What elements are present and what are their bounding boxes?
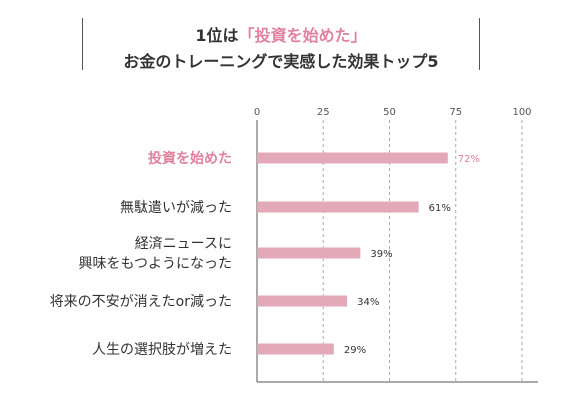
x-tick-label: 25 — [317, 107, 330, 118]
category-label: 経済ニュースに興味をもつようになった — [79, 236, 232, 272]
title-left-rule — [82, 18, 83, 70]
bar — [257, 201, 419, 213]
title-highlight: 「投資を始めた」 — [238, 26, 367, 45]
category-label: 将来の不安が消えたor減った — [50, 293, 232, 310]
x-tick-label: 75 — [449, 107, 462, 118]
value-label: 61% — [429, 203, 451, 214]
category-label: 投資を始めた — [148, 150, 232, 167]
bar — [257, 152, 448, 164]
value-label: 29% — [344, 345, 366, 356]
chart-title-line-1: 1位は「投資を始めた」 — [82, 22, 480, 46]
title-prefix: 1位は — [195, 26, 239, 45]
x-tick-label: 50 — [383, 107, 396, 118]
value-label: 72% — [458, 154, 480, 165]
chart-title-line-2: お金のトレーニングで実感した効果トップ5 — [123, 52, 439, 71]
title-right-rule — [479, 18, 480, 70]
category-label: 人生の選択肢が増えた — [92, 342, 232, 358]
x-tick-label: 0 — [254, 107, 260, 118]
bar — [257, 247, 361, 259]
bar — [257, 343, 334, 355]
category-label: 無駄遣いが減った — [120, 199, 232, 216]
value-label: 34% — [357, 297, 379, 308]
chart-title-block: 1位は「投資を始めた」 お金のトレーニングで実感した効果トップ5 — [82, 14, 480, 72]
x-tick-label: 100 — [512, 107, 531, 118]
bar — [257, 295, 348, 307]
value-label: 39% — [370, 249, 392, 260]
